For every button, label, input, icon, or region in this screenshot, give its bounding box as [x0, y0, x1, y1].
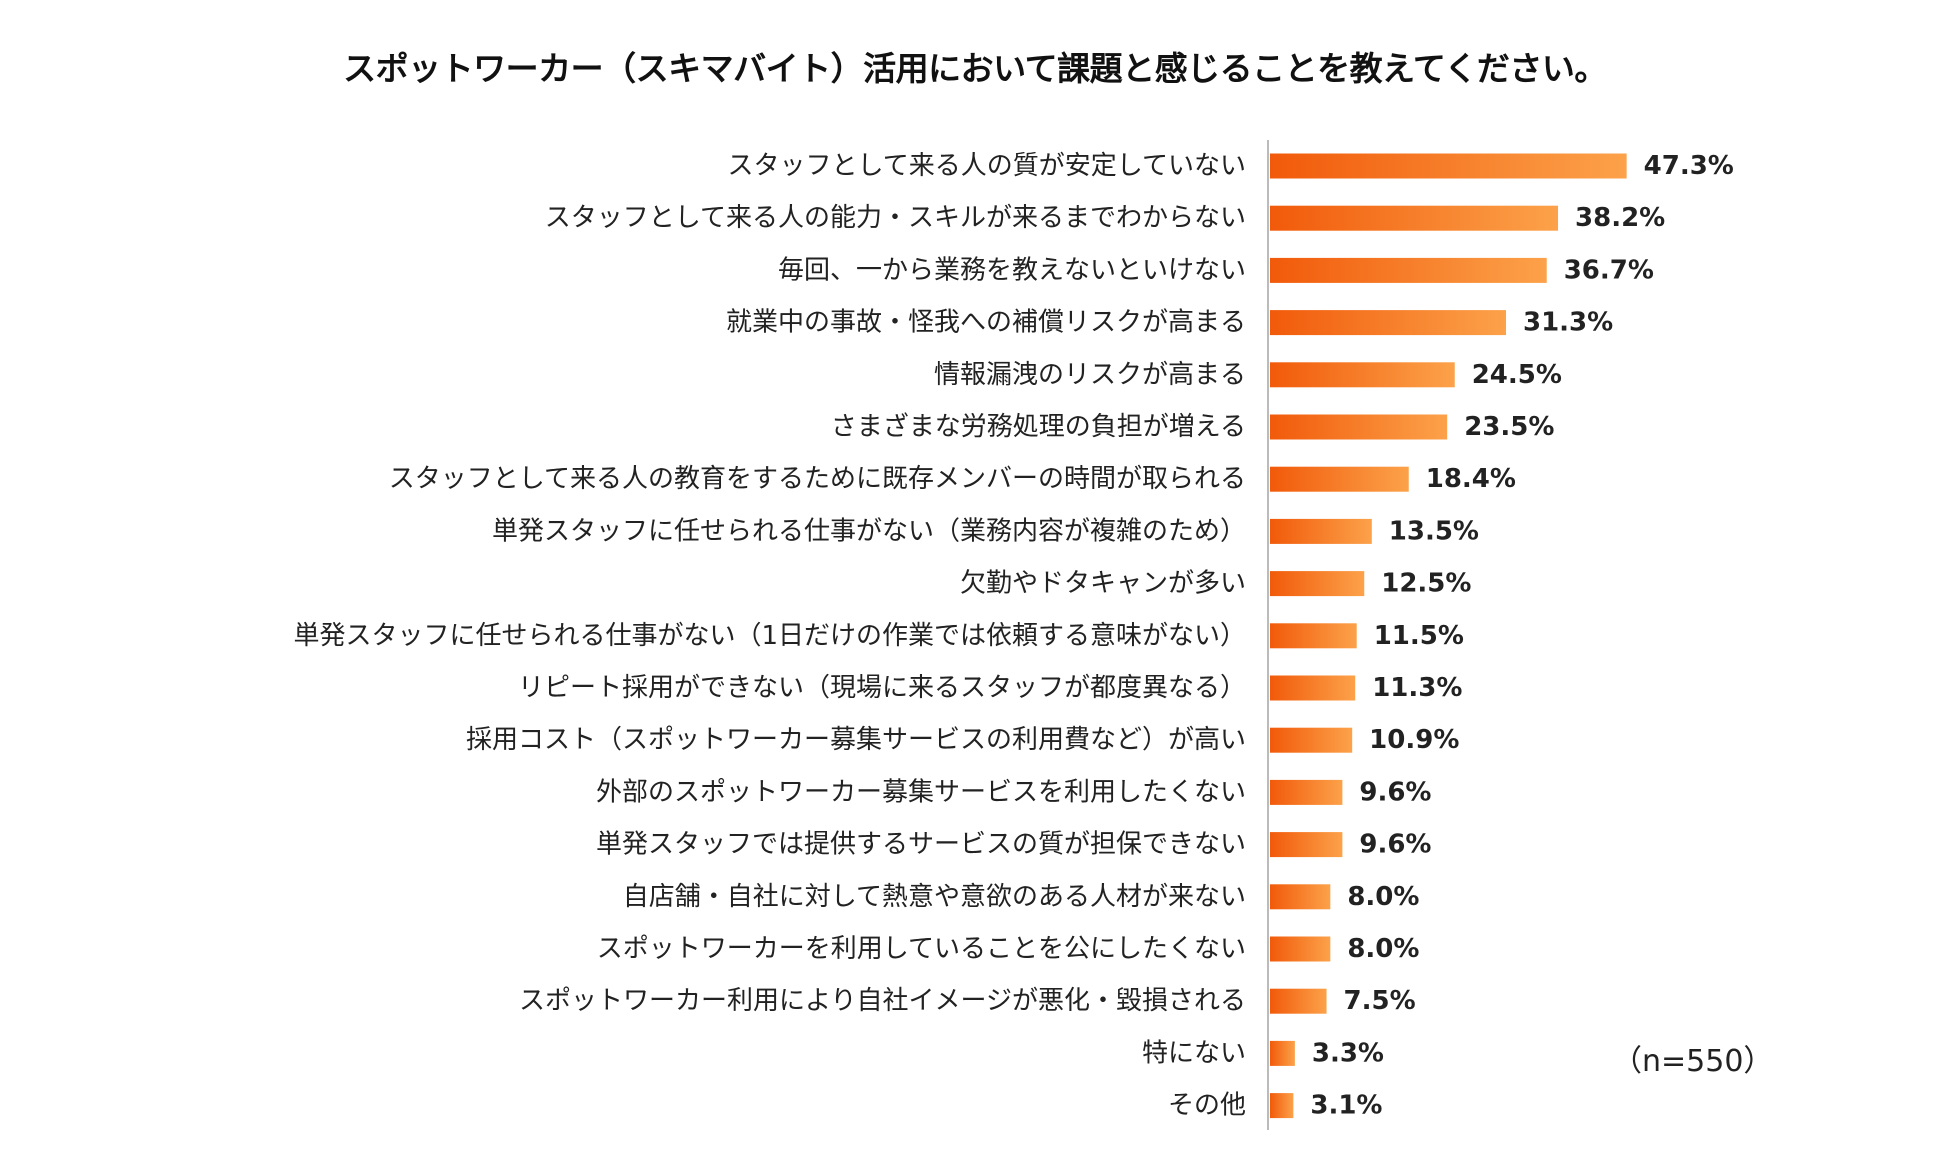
value-label: 47.3%: [1644, 151, 1734, 181]
bar: [1270, 153, 1627, 179]
category-label: スポットワーカー利用により自社イメージが悪化・毀損される: [519, 986, 1246, 1016]
category-label: 採用コスト（スポットワーカー募集サービスの利用費など）が高い: [466, 725, 1246, 755]
bar: [1270, 466, 1409, 492]
value-label: 7.5%: [1344, 986, 1416, 1016]
bar: [1270, 623, 1357, 649]
value-label: 18.4%: [1426, 464, 1516, 494]
bars-group: スタッフとして来る人の質が安定していない 47.3% スタッフとして来る人の能力・ス…: [293, 151, 1733, 1121]
category-label: スポットワーカーを利用していることを公にしたくない: [597, 934, 1246, 964]
category-label: その他: [1168, 1091, 1246, 1121]
value-label: 13.5%: [1389, 516, 1479, 546]
bar: [1270, 936, 1331, 962]
value-label: 8.0%: [1347, 934, 1419, 964]
category-label: 毎回、一から業務を教えないといけない: [778, 255, 1246, 285]
value-label: 10.9%: [1369, 725, 1459, 755]
value-label: 11.3%: [1372, 673, 1462, 703]
bar: [1270, 779, 1343, 805]
value-label: 3.1%: [1310, 1091, 1382, 1121]
value-label: 24.5%: [1472, 360, 1562, 390]
bar: [1270, 832, 1343, 858]
bar: [1270, 727, 1353, 753]
category-label: 欠勤やドタキャンが多い: [960, 569, 1246, 599]
category-label: 単発スタッフでは提供するサービスの質が担保できない: [596, 830, 1246, 860]
bar: [1270, 571, 1365, 597]
value-label: 38.2%: [1575, 203, 1665, 233]
bar: [1270, 1093, 1294, 1119]
bar: [1270, 518, 1372, 544]
category-label: 外部のスポットワーカー募集サービスを利用したくない: [596, 777, 1246, 807]
bar: [1270, 205, 1559, 231]
bar: [1270, 414, 1448, 440]
category-label: 単発スタッフに任せられる仕事がない（1日だけの作業では依頼する意味がない）: [293, 621, 1246, 651]
bar: [1270, 362, 1455, 388]
bar: [1270, 310, 1507, 336]
value-label: 3.3%: [1312, 1038, 1384, 1068]
category-label: 単発スタッフに任せられる仕事がない（業務内容が複雑のため）: [492, 516, 1246, 546]
value-label: 8.0%: [1347, 882, 1419, 912]
bar: [1270, 675, 1356, 701]
bar: [1270, 988, 1327, 1014]
category-label: スタッフとして来る人の能力・スキルが来るまでわからない: [545, 203, 1246, 233]
value-label: 31.3%: [1523, 308, 1613, 338]
value-label: 23.5%: [1464, 412, 1554, 442]
bar: [1270, 257, 1547, 283]
category-label: 特にない: [1142, 1038, 1246, 1068]
category-label: 自店舗・自社に対して熱意や意欲のある人材が来ない: [623, 882, 1246, 912]
chart-title: スポットワーカー（スキマバイト）活用において課題と感じることを教えてください。: [343, 49, 1607, 88]
value-label: 12.5%: [1381, 569, 1471, 599]
value-label: 11.5%: [1374, 621, 1464, 651]
category-label: 情報漏洩のリスクが高まる: [934, 360, 1246, 390]
value-label: 36.7%: [1564, 255, 1654, 285]
value-label: 9.6%: [1359, 777, 1431, 807]
value-label: 9.6%: [1359, 830, 1431, 860]
category-label: スタッフとして来る人の教育をするために既存メンバーの時間が取られる: [389, 464, 1246, 494]
category-label: リピート採用ができない（現場に来るスタッフが都度異なる）: [518, 673, 1246, 703]
bar: [1270, 1040, 1295, 1066]
sample-size-note: （n=550）: [1612, 1044, 1774, 1079]
category-label: スタッフとして来る人の質が安定していない: [728, 151, 1246, 181]
bar: [1270, 884, 1331, 910]
category-label: さまざまな労務処理の負担が増える: [831, 412, 1246, 442]
category-label: 就業中の事故・怪我への補償リスクが高まる: [726, 308, 1246, 338]
